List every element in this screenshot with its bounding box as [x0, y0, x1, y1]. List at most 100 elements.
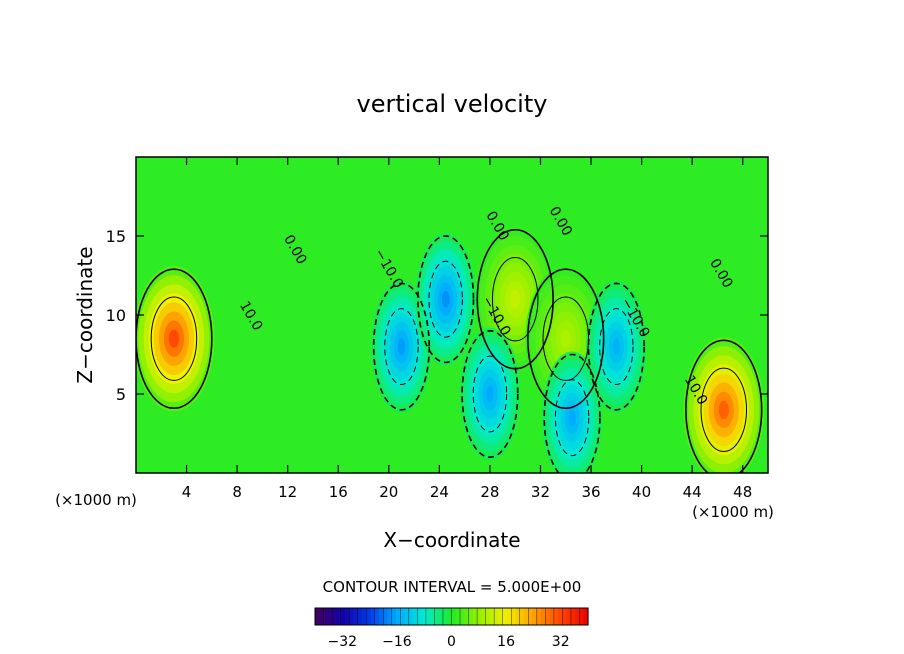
colorbar-segment [519, 608, 525, 625]
colorbar-segment [383, 608, 389, 625]
x-tick-label: 4 [182, 483, 192, 501]
contour-line [384, 308, 419, 386]
colorbar-segment [579, 608, 585, 625]
updraft-cell [683, 337, 765, 473]
updraft-level [510, 290, 521, 309]
colorbar-segment [447, 608, 453, 625]
colorbar-tick-label: 0 [447, 634, 456, 650]
contour-line [417, 235, 475, 364]
colorbar-segment [332, 608, 337, 625]
colorbar-segment [374, 608, 380, 625]
colorbar-segment [583, 608, 589, 625]
x-unit-right: (×1000 m) [692, 503, 774, 521]
colorbar-segment [344, 608, 350, 625]
x-tick-label: 24 [430, 483, 449, 501]
colorbar-segment [323, 608, 329, 625]
downdraft-level [612, 338, 621, 355]
colorbar-segment [489, 608, 495, 625]
colorbar-segment [481, 608, 487, 625]
y-tick-label: 5 [116, 385, 126, 404]
contour-line [472, 355, 508, 433]
x-tick-label: 40 [632, 483, 651, 501]
colorbar-segment [498, 608, 504, 625]
contour-interval-note: CONTOUR INTERVAL = 5.000E+00 [323, 578, 582, 596]
colorbar-segment [417, 608, 423, 625]
colorbar-segment [357, 608, 363, 625]
downdraft-level [568, 409, 576, 426]
colorbar-segment [541, 608, 546, 625]
contour-line [136, 268, 213, 409]
x-axis-label: X−coordinate [383, 528, 520, 552]
colorbar-segment [524, 608, 529, 625]
downdraft-cell [415, 232, 477, 366]
updraft-level [718, 400, 729, 419]
contour-line [461, 329, 519, 458]
colorbar-segment [336, 608, 342, 625]
colorbar-segment [545, 608, 551, 625]
colorbar [314, 607, 589, 626]
colorbar-segment [515, 608, 521, 625]
colorbar-tick-label: −16 [382, 634, 412, 650]
x-tick-label: 20 [379, 483, 398, 501]
contour-line [491, 256, 539, 342]
colorbar-segment [511, 608, 517, 625]
colorbar-segment [353, 608, 359, 625]
colorbar-segment [413, 608, 418, 625]
colorbar-segment [528, 608, 534, 625]
colorbar-segment [327, 608, 333, 625]
colorbar-segment [378, 608, 384, 625]
contour-line [428, 260, 463, 338]
y-axis-ticks: 5 10 15 [106, 227, 768, 404]
x-tick-label: 28 [480, 483, 499, 501]
downdraft-cell [585, 280, 647, 413]
colorbar-segment [460, 608, 465, 625]
y-tick-label: 10 [106, 306, 126, 325]
colorbar-segment [472, 608, 478, 625]
colorbar-segment [494, 608, 500, 625]
colorbar-segment [349, 608, 354, 625]
colorbar-tick-label: −32 [328, 634, 358, 650]
contour-line [554, 379, 590, 457]
colorbar-segment [575, 608, 581, 625]
x-axis-ticks: 4 8 12 16 20 24 28 32 36 40 44 48 [182, 157, 752, 501]
colorbar-segment [430, 608, 436, 625]
x-tick-label: 36 [581, 483, 600, 501]
colorbar-segment [408, 608, 414, 625]
colorbar-segment [502, 608, 508, 625]
contour-line [685, 339, 763, 473]
contour-line [542, 296, 590, 381]
x-tick-label: 44 [683, 483, 702, 501]
colorbar-tick-label: 16 [497, 634, 515, 650]
colorbar-frame [314, 607, 589, 626]
colorbar-segment [438, 608, 444, 625]
x-tick-label: 12 [278, 483, 297, 501]
downdraft-cell [459, 327, 521, 461]
colorbar-segment [370, 608, 376, 625]
colorbar-segment [558, 608, 564, 625]
colorbar-segment [553, 608, 559, 625]
colorbar-ticks: −32 −16 0 16 32 [328, 634, 570, 650]
downdraft-level [486, 385, 494, 403]
contour-line [527, 268, 605, 410]
colorbar-segment [549, 608, 555, 625]
colorbar-segment [404, 608, 410, 625]
colorbar-segment [532, 608, 538, 625]
colorbar-segment [442, 608, 448, 625]
colorbar-segment [566, 608, 572, 625]
velocity-field [136, 157, 768, 473]
colorbar-segment [536, 608, 542, 625]
colorbar-segment [366, 608, 372, 625]
colorbar-segment [387, 608, 393, 625]
x-tick-label: 48 [733, 483, 752, 501]
colorbar-segment [396, 608, 401, 625]
colorbar-segment [477, 608, 482, 625]
colorbar-segment [468, 608, 474, 625]
contour-line [700, 367, 748, 453]
x-tick-label: 32 [531, 483, 550, 501]
downdraft-cell [541, 351, 603, 473]
contour-line [150, 296, 198, 381]
updraft-cell [136, 266, 215, 412]
contour-line [587, 282, 645, 411]
colorbar-segment [434, 608, 440, 625]
colorbar-segment [451, 608, 457, 625]
